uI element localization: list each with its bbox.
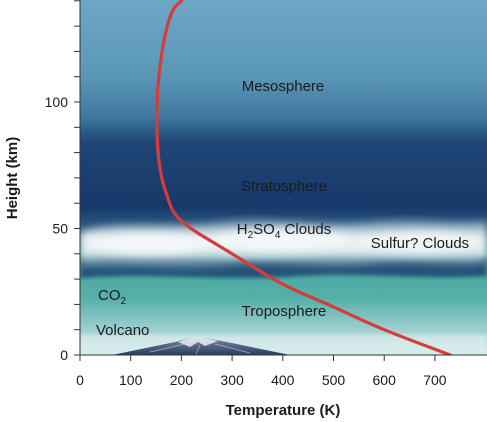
x-tick-label-300: 300: [220, 372, 244, 388]
cloud-band: [80, 219, 487, 268]
x-tick-label-700: 700: [423, 372, 447, 388]
x-axis-ticks: 0 100 200 300 400 500 600 700: [76, 355, 447, 388]
x-tick-label-200: 200: [170, 372, 194, 388]
co2-label: CO2: [98, 287, 127, 307]
h2so4-clouds-label: H2SO4 Clouds: [237, 221, 332, 241]
volcano-label: Volcano: [96, 322, 149, 339]
y-axis: 0 50 100: [45, 0, 81, 363]
x-tick-label-0: 0: [76, 372, 84, 388]
y-tick-label-0: 0: [60, 347, 68, 363]
y-axis-ticks: 0 50 100: [45, 0, 80, 363]
y-tick-label-50: 50: [52, 221, 68, 237]
x-tick-label-500: 500: [322, 372, 346, 388]
y-tick-label-100: 100: [45, 94, 69, 110]
sulfur-clouds-label: Sulfur? Clouds: [371, 235, 469, 252]
atmosphere-background: [80, 0, 487, 355]
y-axis-title: Height (km): [4, 137, 21, 220]
volcano-shape: [112, 338, 290, 355]
x-tick-label-100: 100: [119, 372, 143, 388]
x-tick-label-600: 600: [373, 372, 397, 388]
x-axis: 0 100 200 300 400 500 600 700: [76, 354, 487, 388]
stratosphere-label: Stratosphere: [241, 178, 327, 195]
mesosphere-label: Mesosphere: [242, 78, 325, 95]
x-tick-label-400: 400: [271, 372, 295, 388]
sky-gradient: [80, 0, 487, 355]
temperature-curve: [155, 0, 452, 355]
troposphere-label: Troposphere: [242, 303, 327, 320]
x-axis-title: Temperature (K): [226, 402, 341, 419]
